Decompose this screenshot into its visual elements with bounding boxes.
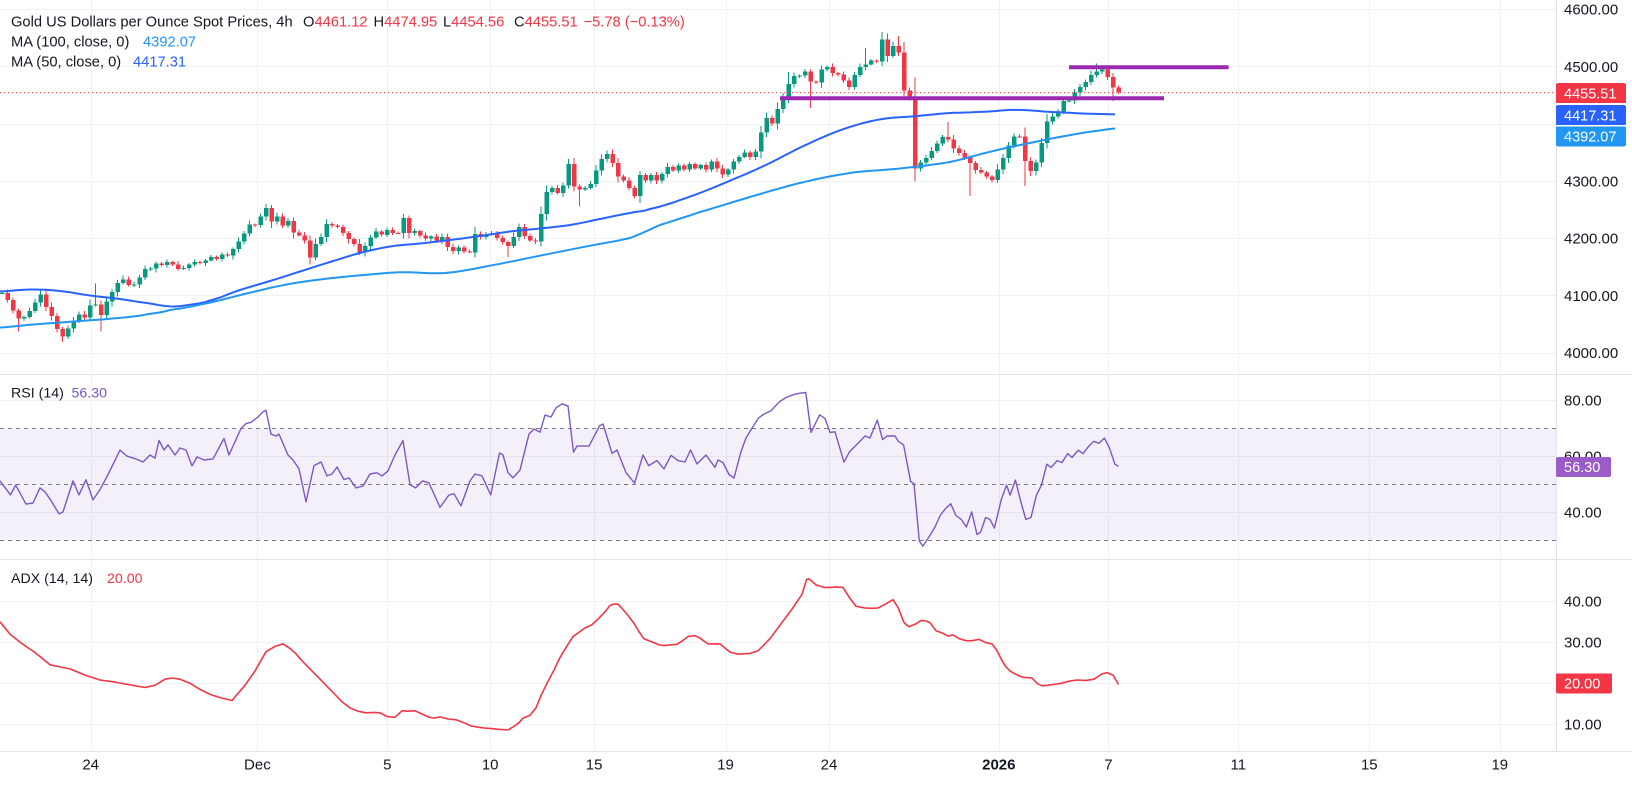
svg-text:RSI (14)56.30: RSI (14) 56.30 bbox=[11, 386, 107, 402]
svg-text:10: 10 bbox=[482, 757, 499, 774]
svg-text:4417.31: 4417.31 bbox=[1564, 108, 1616, 124]
svg-text:20.00: 20.00 bbox=[1564, 677, 1600, 693]
svg-text:4392.07: 4392.07 bbox=[1564, 130, 1616, 146]
svg-text:80.00: 80.00 bbox=[1564, 393, 1602, 410]
svg-text:24: 24 bbox=[82, 757, 99, 774]
svg-text:4455.51: 4455.51 bbox=[1564, 86, 1616, 102]
svg-text:ADX (14, 14)20.00: ADX (14, 14) 20.00 bbox=[11, 571, 143, 587]
svg-text:30.00: 30.00 bbox=[1564, 635, 1602, 652]
svg-text:24: 24 bbox=[821, 757, 838, 774]
svg-text:Gold US Dollars per Ounce Spot: Gold US Dollars per Ounce Spot Prices, 4… bbox=[11, 15, 685, 31]
svg-text:4500.00: 4500.00 bbox=[1564, 59, 1618, 76]
svg-text:19: 19 bbox=[717, 757, 734, 774]
svg-text:2026: 2026 bbox=[982, 757, 1015, 774]
svg-text:5: 5 bbox=[383, 757, 391, 774]
svg-text:15: 15 bbox=[1361, 757, 1378, 774]
svg-text:MA (50, close, 0)4417.31: MA (50, close, 0) 4417.31 bbox=[11, 55, 186, 71]
svg-text:4000.00: 4000.00 bbox=[1564, 345, 1618, 362]
svg-text:Dec: Dec bbox=[244, 757, 271, 774]
svg-text:15: 15 bbox=[586, 757, 603, 774]
svg-text:7: 7 bbox=[1104, 757, 1112, 774]
svg-text:56.30: 56.30 bbox=[1564, 460, 1600, 476]
svg-text:40.00: 40.00 bbox=[1564, 504, 1602, 521]
svg-text:4100.00: 4100.00 bbox=[1564, 288, 1618, 305]
svg-text:4300.00: 4300.00 bbox=[1564, 173, 1618, 190]
svg-text:19: 19 bbox=[1491, 757, 1508, 774]
svg-text:4600.00: 4600.00 bbox=[1564, 2, 1618, 19]
svg-text:40.00: 40.00 bbox=[1564, 594, 1602, 611]
svg-text:10.00: 10.00 bbox=[1564, 717, 1602, 734]
svg-text:11: 11 bbox=[1231, 757, 1247, 774]
svg-text:4200.00: 4200.00 bbox=[1564, 231, 1618, 248]
svg-text:MA (100, close, 0)4392.07: MA (100, close, 0) 4392.07 bbox=[11, 35, 196, 51]
